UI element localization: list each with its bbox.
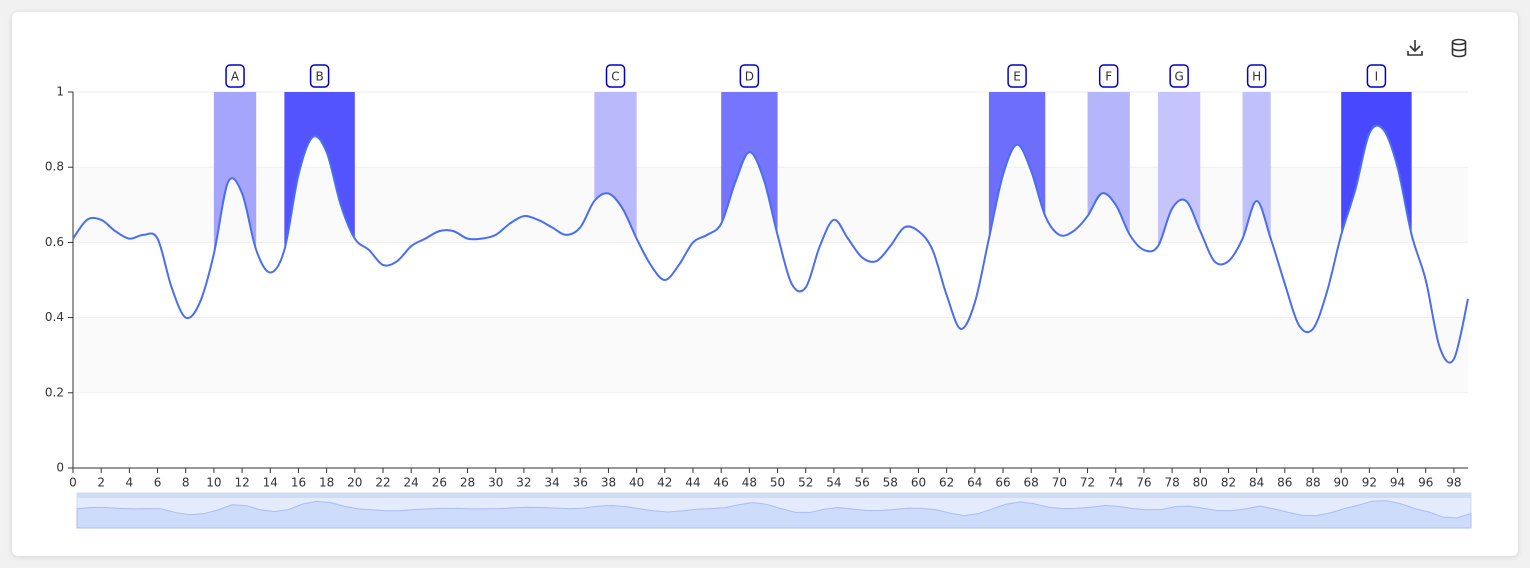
mark-label: C — [611, 70, 619, 84]
x-tick-label: 20 — [347, 476, 362, 490]
x-tick-label: 74 — [1108, 476, 1123, 490]
x-tick-label: 64 — [967, 476, 982, 490]
mark-label-box — [309, 64, 330, 88]
x-tick-label: 90 — [1334, 476, 1349, 490]
x-tick-label: 98 — [1446, 476, 1461, 490]
mark-area — [1341, 92, 1412, 235]
x-tick-label: 18 — [319, 476, 334, 490]
mark-label: F — [1105, 70, 1112, 84]
mark-label: H — [1252, 70, 1261, 84]
x-tick-label: 14 — [263, 476, 278, 490]
x-tick-label: 12 — [234, 476, 249, 490]
mark-label-box — [605, 64, 626, 88]
x-tick-label: 78 — [1164, 476, 1179, 490]
x-tick-label: 70 — [1052, 476, 1067, 490]
x-tick-label: 96 — [1418, 476, 1433, 490]
y-tick-label: 1 — [56, 85, 64, 99]
x-tick-label: 28 — [460, 476, 475, 490]
mark-label-box — [1366, 64, 1387, 88]
grid-band — [73, 317, 1468, 393]
x-tick-label: 22 — [375, 476, 390, 490]
x-tick-label: 68 — [1024, 476, 1039, 490]
mark-label-box — [225, 64, 245, 88]
mark-label-box — [1246, 64, 1267, 88]
x-tick-label: 42 — [657, 476, 672, 490]
x-tick-label: 76 — [1136, 476, 1151, 490]
mark-label: E — [1013, 70, 1021, 84]
x-tick-label: 50 — [770, 476, 785, 490]
x-tick-label: 60 — [911, 476, 926, 490]
mark-label: A — [231, 70, 240, 84]
x-tick-label: 52 — [798, 476, 813, 490]
mark-area — [988, 92, 1046, 239]
mark-label-box — [1098, 64, 1119, 88]
x-tick-label: 62 — [939, 476, 954, 490]
x-tick-label: 30 — [488, 476, 503, 490]
y-tick-label: 0.4 — [45, 310, 64, 324]
x-tick-label: 2 — [97, 476, 105, 490]
x-tick-label: 36 — [573, 476, 588, 490]
x-tick-label: 8 — [182, 476, 190, 490]
mark-area — [1158, 92, 1201, 247]
mark-area — [1242, 92, 1271, 239]
mark-area — [721, 92, 778, 235]
x-tick-label: 24 — [404, 476, 419, 490]
x-tick-label: 4 — [126, 476, 134, 490]
mark-area — [284, 92, 355, 250]
x-tick-label: 32 — [516, 476, 531, 490]
line — [72, 124, 1469, 364]
x-tick-label: 44 — [685, 476, 700, 490]
x-tick-label: 16 — [291, 476, 306, 490]
y-tick-label: 0 — [56, 461, 64, 475]
x-tick-label: 82 — [1221, 476, 1236, 490]
x-tick-label: 26 — [432, 476, 447, 490]
y-tick-label: 0.2 — [45, 385, 64, 399]
x-tick-label: 34 — [544, 476, 559, 490]
mark-label: I — [1375, 70, 1379, 84]
x-tick-label: 94 — [1390, 476, 1405, 490]
x-tick-label: 38 — [601, 476, 616, 490]
x-tick-label: 0 — [69, 476, 77, 490]
y-tick-label: 0.8 — [45, 160, 64, 174]
mark-area — [213, 92, 257, 254]
zoom-handle-bar — [77, 493, 1471, 498]
x-tick-label: 10 — [206, 476, 221, 490]
x-tick-label: 56 — [854, 476, 869, 490]
zoom-area — [76, 500, 1472, 529]
x-tick-label: 88 — [1305, 476, 1320, 490]
download-button[interactable] — [1403, 36, 1427, 60]
y-tick-label: 0.6 — [45, 235, 64, 249]
x-tick-label: 80 — [1193, 476, 1208, 490]
x-tick-label: 58 — [883, 476, 898, 490]
x-tick-label: 66 — [995, 476, 1010, 490]
mark-area — [1087, 92, 1130, 235]
mark-label: G — [1174, 70, 1183, 84]
x-tick-label: 40 — [629, 476, 644, 490]
x-tick-label: 92 — [1362, 476, 1377, 490]
data-view-button[interactable] — [1447, 36, 1471, 60]
mark-label: B — [315, 70, 323, 84]
mark-label: D — [745, 70, 754, 84]
mark-label-box — [739, 64, 760, 88]
x-tick-label: 84 — [1249, 476, 1264, 490]
x-tick-label: 72 — [1080, 476, 1095, 490]
mark-label-box — [1007, 64, 1027, 88]
x-tick-label: 54 — [826, 476, 841, 490]
x-tick-label: 6 — [154, 476, 162, 490]
mark-label-box — [1169, 64, 1189, 88]
mark-area — [594, 92, 637, 239]
x-tick-label: 86 — [1277, 476, 1292, 490]
x-tick-label: 48 — [742, 476, 757, 490]
x-tick-label: 46 — [714, 476, 729, 490]
